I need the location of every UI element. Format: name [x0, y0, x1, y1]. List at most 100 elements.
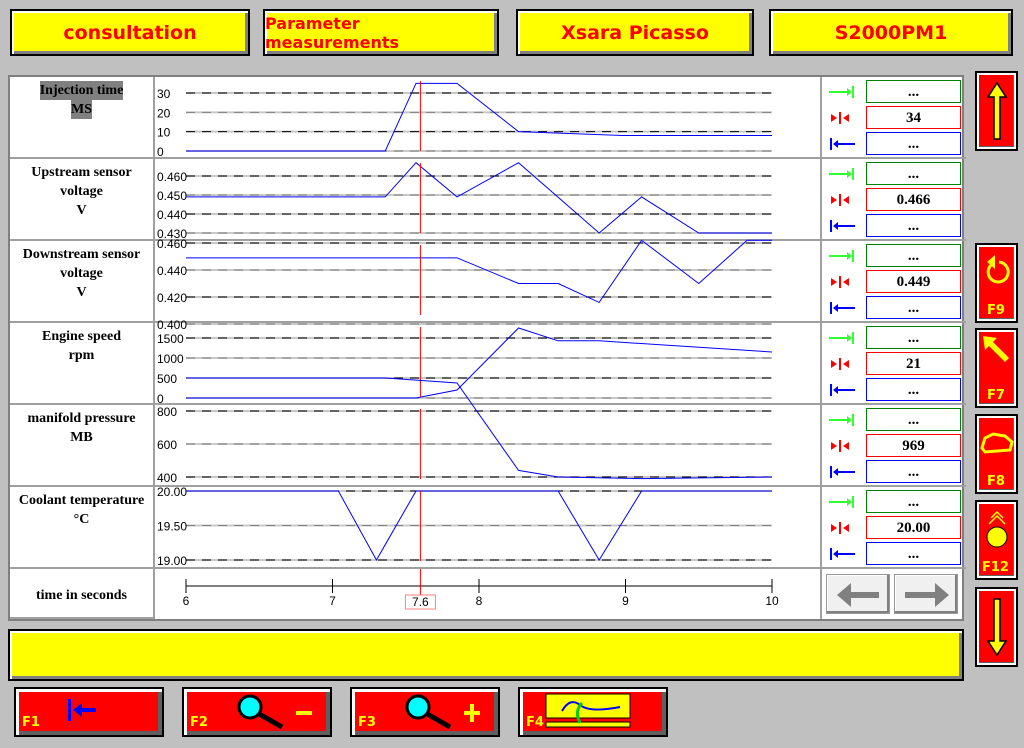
- series-line: [186, 239, 772, 304]
- y-tick-label: 0.460: [157, 170, 187, 184]
- min-value-box: ...: [866, 132, 961, 155]
- y-tick-label: 1000: [157, 352, 184, 366]
- current-value-box: 0.466: [866, 188, 961, 211]
- series-line: [186, 377, 773, 480]
- current-value-box: 0.449: [866, 270, 961, 293]
- y-tick-label: 20: [157, 106, 171, 120]
- parameter-label-line: Injection time: [39, 81, 124, 100]
- y-tick-label: 30: [157, 87, 171, 101]
- parameter-label: Coolant temperature °C: [10, 487, 155, 569]
- y-tick-label: 800: [157, 405, 177, 419]
- arrow-right-icon: [905, 583, 949, 607]
- f12-label: F12: [982, 560, 1009, 575]
- parameter-label-line: V: [76, 203, 87, 218]
- parameter-label-line: Downstream sensor: [22, 247, 141, 262]
- cursor-marker-icon: [827, 436, 857, 456]
- readout-group: ... 969...: [820, 405, 966, 487]
- f8-button[interactable]: F8: [975, 414, 1018, 494]
- cursor-time-box: [404, 594, 436, 610]
- parameter-label-line: V: [76, 285, 87, 300]
- cursor-marker-icon: [827, 272, 857, 292]
- min-value-box: ...: [866, 460, 961, 483]
- min-value-box: ...: [866, 542, 961, 565]
- parameter-label-line: voltage: [60, 184, 103, 199]
- parameter-label-line: MB: [70, 430, 93, 445]
- min-marker-icon: [827, 216, 857, 236]
- charts-area: 30201000.4600.4500.4400.4300.4600.4400.4…: [155, 81, 820, 610]
- parameter-label: Engine speed rpm: [10, 323, 155, 405]
- readout-group: ... 21...: [820, 323, 966, 405]
- cursor-marker-icon: [827, 190, 857, 210]
- min-marker-icon: [827, 380, 857, 400]
- max-marker-icon: [827, 246, 857, 266]
- scroll-down-button[interactable]: [975, 587, 1018, 667]
- globe-signal-icon: [986, 510, 1008, 548]
- time-tick-label: 7: [329, 594, 336, 608]
- f4-button[interactable]: F4: [518, 687, 668, 737]
- f3-button[interactable]: F3: [350, 687, 500, 737]
- max-value-box: ...: [866, 162, 961, 185]
- series-line: [186, 162, 772, 234]
- arrow-down-icon: [986, 598, 1008, 657]
- time-tick-label: 10: [765, 594, 779, 608]
- max-value-box: ...: [866, 326, 961, 349]
- parameter-label: Upstream sensor voltage V: [10, 159, 155, 241]
- header-consultation[interactable]: consultation: [10, 9, 250, 56]
- parameter-label-line: Upstream sensor: [31, 165, 132, 180]
- zoom-in-icon: [405, 694, 480, 730]
- current-value-box: 20.00: [866, 516, 961, 539]
- arrow-left-icon: [837, 583, 879, 607]
- f2-button[interactable]: F2: [182, 687, 332, 737]
- parameter-label-line: rpm: [68, 348, 95, 363]
- scroll-left-button[interactable]: [826, 574, 890, 614]
- time-tick-label: 8: [476, 594, 483, 608]
- parameter-label-line: manifold pressure: [27, 411, 136, 426]
- f7-button[interactable]: F7: [975, 328, 1018, 408]
- parameter-label-line: Engine speed: [42, 329, 121, 344]
- y-tick-label: 19.00: [157, 554, 187, 568]
- header-parameter-measurements[interactable]: Parameter measurements: [263, 9, 499, 56]
- max-value-box: ...: [866, 244, 961, 267]
- y-tick-label: 0: [157, 392, 164, 406]
- measurement-panel: 30 20 10 0 0.460 0.450 0.440 0.430 0.460 0.440 0.4…: [8, 75, 966, 621]
- f7-label: F7: [987, 388, 1005, 403]
- series-line: [186, 490, 772, 562]
- status-bar: [8, 629, 964, 681]
- parameter-label: Injection time MS: [10, 77, 155, 159]
- f9-label: F9: [987, 303, 1005, 318]
- scroll-right-button[interactable]: [894, 574, 958, 614]
- max-value-box: ...: [866, 80, 961, 103]
- cursor-marker-icon: [827, 108, 857, 128]
- min-value-box: ...: [866, 296, 961, 319]
- y-tick-label: 0.400: [157, 318, 187, 332]
- y-tick-label: 0.460: [157, 237, 187, 251]
- zoom-out-icon: [237, 694, 312, 730]
- f3-label: F3: [358, 715, 376, 730]
- max-value-box: ...: [866, 490, 961, 513]
- f9-button[interactable]: F9: [975, 243, 1018, 323]
- y-tick-label: 500: [157, 372, 177, 386]
- y-tick-label: 0.420: [157, 291, 187, 305]
- readout-group: ... 20.00...: [820, 487, 966, 569]
- f12-button[interactable]: F12: [975, 500, 1018, 580]
- f1-button[interactable]: F1: [14, 687, 164, 737]
- y-tick-label: 1500: [157, 332, 184, 346]
- cursor-marker-icon: [827, 518, 857, 538]
- header-tool[interactable]: S2000PM1: [769, 9, 1013, 56]
- readout-group: ... 0.466...: [820, 159, 966, 241]
- max-marker-icon: [827, 328, 857, 348]
- scroll-up-button[interactable]: [975, 71, 1018, 151]
- readout-group: ... 0.449...: [820, 241, 966, 323]
- time-nav: [820, 569, 966, 619]
- min-marker-icon: [827, 462, 857, 482]
- parameter-label-line: °C: [73, 512, 90, 527]
- refresh-icon: [986, 255, 1010, 284]
- y-tick-label: 400: [157, 471, 177, 485]
- max-marker-icon: [827, 410, 857, 430]
- y-tick-label: 10: [157, 126, 171, 140]
- cursor-marker-icon: [827, 354, 857, 374]
- header-vehicle[interactable]: Xsara Picasso: [516, 9, 754, 56]
- min-marker-icon: [827, 134, 857, 154]
- parameter-label: manifold pressure MB: [10, 405, 155, 487]
- parameter-label-line: voltage: [60, 266, 103, 281]
